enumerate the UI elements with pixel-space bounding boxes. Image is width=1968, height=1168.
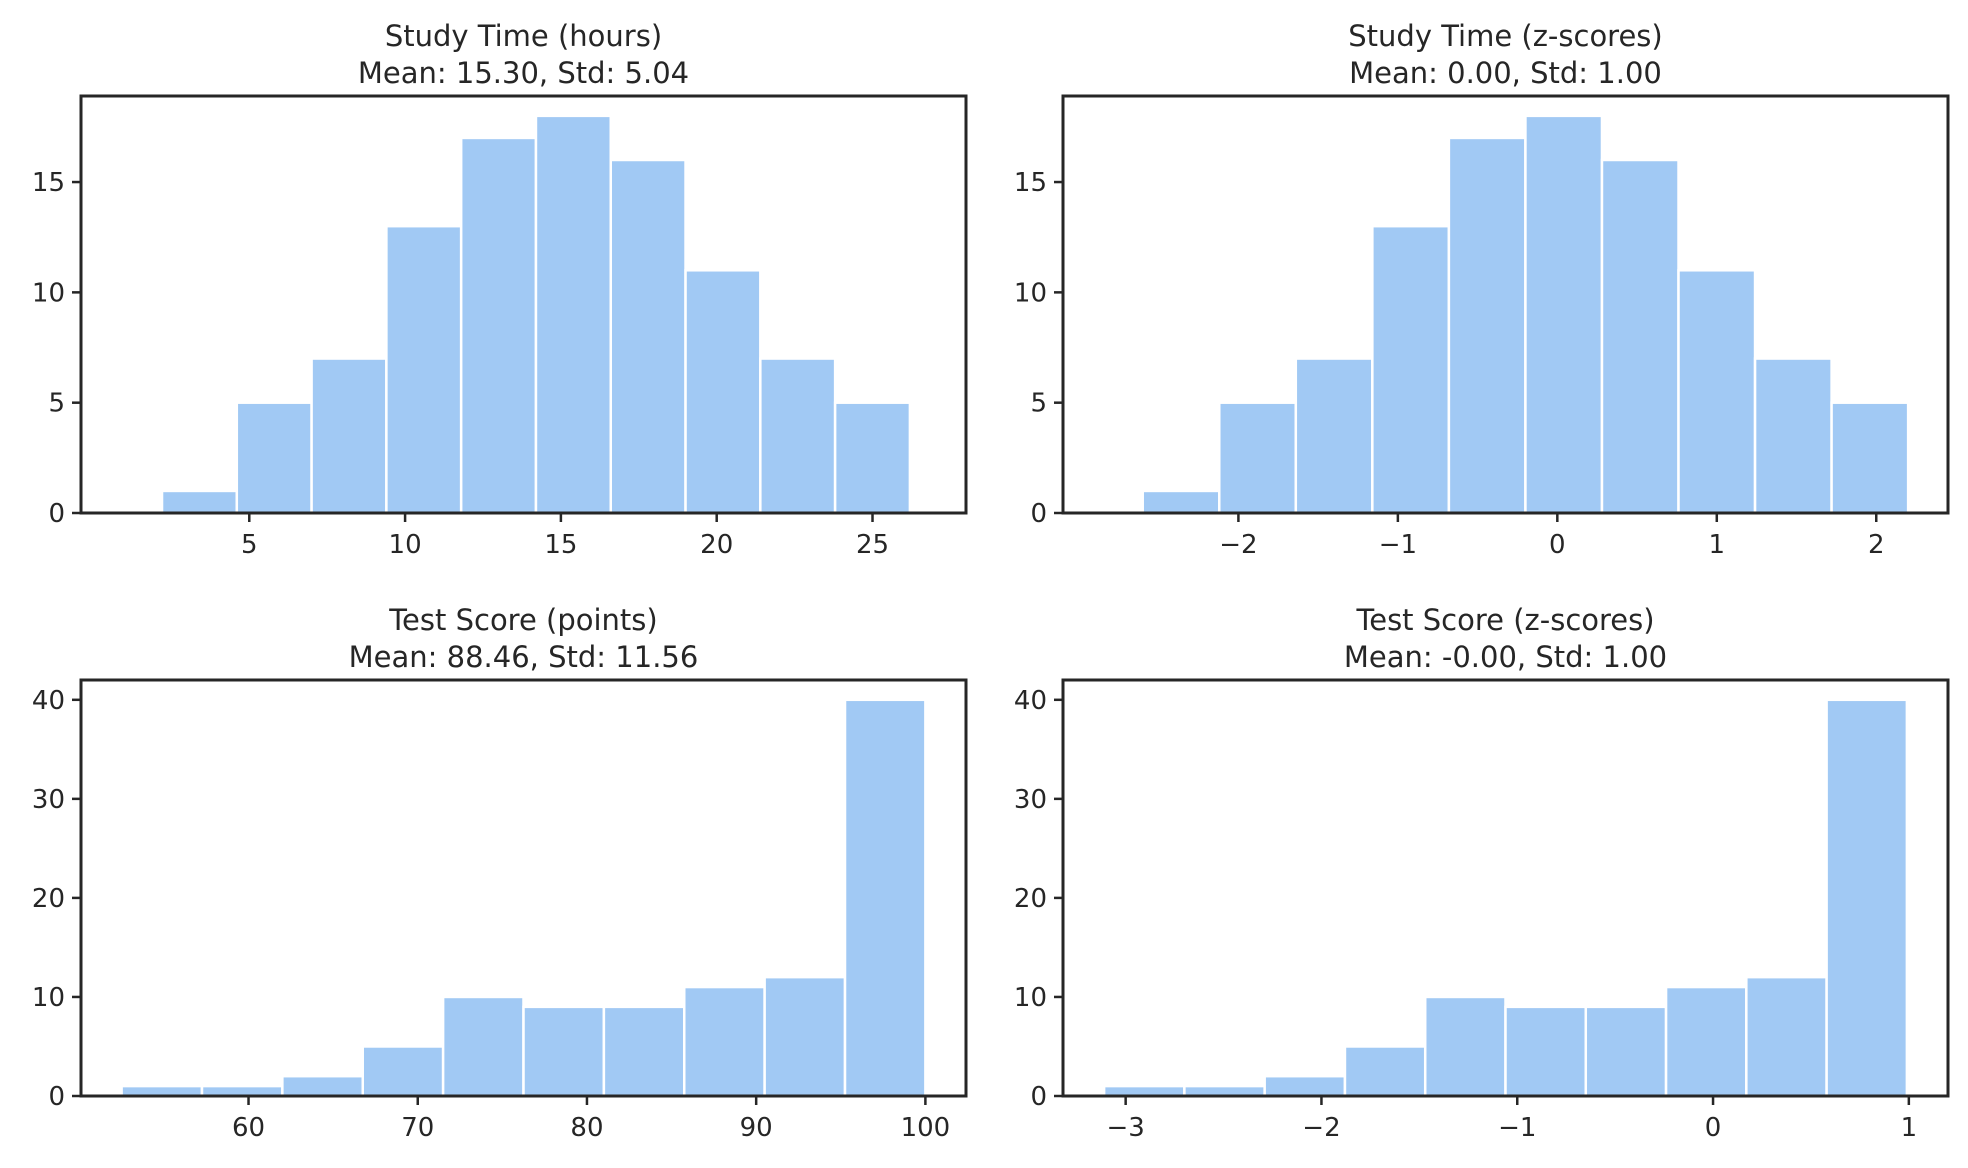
histogram-bar bbox=[1600, 158, 1680, 515]
histogram-bar bbox=[684, 269, 762, 515]
x-tick-label: 5 bbox=[241, 530, 258, 560]
chart-title: Test Score (points) bbox=[388, 603, 657, 637]
histogram-bar bbox=[235, 401, 313, 515]
x-tick-label: 100 bbox=[901, 1113, 951, 1143]
y-tick-label: 40 bbox=[1014, 686, 1047, 716]
y-tick-label: 15 bbox=[1014, 168, 1047, 198]
histogram-panel-4: Test Score (z-scores)Mean: -0.00, Std: 1… bbox=[1014, 603, 1950, 1143]
histogram-bar bbox=[361, 1045, 445, 1098]
y-tick-label: 0 bbox=[48, 499, 65, 529]
x-tick-label: 0 bbox=[1549, 530, 1566, 560]
x-tick-label: 90 bbox=[740, 1113, 773, 1143]
histogram-bar bbox=[441, 995, 525, 1098]
x-tick-label: 0 bbox=[1705, 1113, 1722, 1143]
histogram-bar bbox=[1218, 401, 1298, 515]
histogram-bar bbox=[1677, 269, 1757, 515]
x-tick-label: −3 bbox=[1106, 1113, 1144, 1143]
histogram-bar bbox=[1745, 975, 1828, 1098]
histogram-bar bbox=[385, 224, 463, 515]
y-tick-label: 10 bbox=[1014, 983, 1047, 1013]
histogram-bar bbox=[1263, 1074, 1347, 1098]
x-tick-label: 1 bbox=[1709, 530, 1726, 560]
histogram-bar bbox=[1447, 136, 1527, 515]
x-tick-label: −2 bbox=[1219, 530, 1257, 560]
histogram-bar bbox=[1524, 114, 1604, 515]
histogram-bar bbox=[160, 489, 239, 515]
y-tick-label: 0 bbox=[48, 1082, 65, 1112]
x-tick-label: −1 bbox=[1379, 530, 1417, 560]
chart-title: Study Time (z-scores) bbox=[1348, 19, 1662, 53]
histogram-bar bbox=[602, 1005, 686, 1098]
y-tick-label: 10 bbox=[1014, 278, 1047, 308]
histogram-bar bbox=[759, 357, 837, 515]
y-tick-label: 5 bbox=[48, 389, 65, 419]
histogram-panel-2: Study Time (z-scores)Mean: 0.00, Std: 1.… bbox=[1014, 19, 1950, 560]
plot-frame bbox=[1061, 94, 1950, 515]
histogram-bar bbox=[833, 401, 912, 515]
histogram-panel-3: Test Score (points)Mean: 88.46, Std: 11.… bbox=[32, 603, 968, 1143]
x-tick-label: 10 bbox=[389, 530, 422, 560]
y-tick-label: 0 bbox=[1030, 499, 1047, 529]
histogram-bar bbox=[1664, 985, 1748, 1098]
x-tick-label: 1 bbox=[1901, 1113, 1918, 1143]
histogram-bar bbox=[281, 1074, 364, 1098]
x-tick-label: 80 bbox=[570, 1113, 603, 1143]
histogram-bar bbox=[522, 1005, 606, 1098]
x-tick-label: 20 bbox=[700, 530, 733, 560]
histogram-bar bbox=[843, 698, 927, 1098]
histogram-bar bbox=[1141, 489, 1221, 515]
histogram-bar bbox=[1294, 357, 1374, 515]
histogram-panel-1: Study Time (hours)Mean: 15.30, Std: 5.04… bbox=[32, 19, 968, 560]
chart-subtitle: Mean: 15.30, Std: 5.04 bbox=[358, 56, 689, 90]
chart-subtitle: Mean: 0.00, Std: 1.00 bbox=[1349, 56, 1662, 90]
y-tick-label: 5 bbox=[1030, 389, 1047, 419]
y-tick-label: 15 bbox=[32, 168, 65, 198]
histogram-bar bbox=[1371, 224, 1451, 515]
x-tick-label: 70 bbox=[401, 1113, 434, 1143]
histogram-bar bbox=[1825, 698, 1909, 1098]
histogram-bar bbox=[459, 136, 538, 515]
histogram-bar bbox=[1830, 401, 1910, 515]
plot-frame bbox=[1061, 678, 1950, 1098]
y-tick-label: 30 bbox=[32, 785, 65, 815]
plot-frame bbox=[79, 94, 968, 515]
plot-frame bbox=[79, 678, 968, 1098]
histogram-bar bbox=[534, 114, 613, 515]
histogram-bar bbox=[1584, 1005, 1668, 1098]
y-tick-label: 30 bbox=[1014, 785, 1047, 815]
x-tick-label: −1 bbox=[1498, 1113, 1536, 1143]
x-tick-label: 2 bbox=[1868, 530, 1885, 560]
histogram-bar bbox=[1423, 995, 1507, 1098]
chart-subtitle: Mean: -0.00, Std: 1.00 bbox=[1344, 640, 1667, 674]
histogram-bar bbox=[1504, 1005, 1588, 1098]
chart-title: Test Score (z-scores) bbox=[1355, 603, 1654, 637]
y-tick-label: 20 bbox=[32, 884, 65, 914]
histogram-bar bbox=[683, 985, 766, 1098]
y-tick-label: 40 bbox=[32, 686, 65, 716]
y-tick-label: 20 bbox=[1014, 884, 1047, 914]
x-tick-label: 15 bbox=[544, 530, 577, 560]
x-tick-label: 25 bbox=[856, 530, 889, 560]
histogram-bar bbox=[763, 975, 847, 1098]
histogram-bar bbox=[310, 357, 388, 515]
x-tick-label: 60 bbox=[232, 1113, 265, 1143]
histogram-bar bbox=[1753, 357, 1833, 515]
histogram-bar bbox=[1343, 1045, 1427, 1098]
x-tick-label: −2 bbox=[1302, 1113, 1340, 1143]
histogram-bar bbox=[609, 158, 687, 515]
chart-title: Study Time (hours) bbox=[385, 19, 662, 53]
y-tick-label: 0 bbox=[1030, 1082, 1047, 1112]
chart-subtitle: Mean: 88.46, Std: 11.56 bbox=[349, 640, 699, 674]
y-tick-label: 10 bbox=[32, 278, 65, 308]
y-tick-label: 10 bbox=[32, 983, 65, 1013]
